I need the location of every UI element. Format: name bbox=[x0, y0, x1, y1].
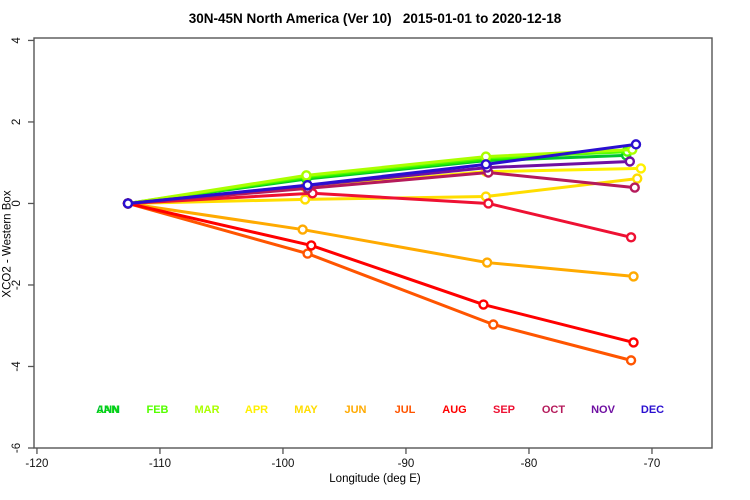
series-marker-JUN bbox=[297, 224, 308, 235]
series-marker-DEC bbox=[630, 139, 642, 150]
series-line-JUN bbox=[126, 201, 636, 278]
legend-item-NOV: NOV bbox=[591, 404, 616, 416]
legend-item-APR: APR bbox=[245, 404, 268, 416]
legend-item-MAR: MAR bbox=[194, 404, 219, 416]
series-marker-AUG bbox=[628, 337, 639, 348]
series-line-SEP bbox=[126, 191, 633, 239]
series-marker-JUL bbox=[488, 319, 499, 330]
x-tick-label: -90 bbox=[398, 458, 415, 470]
series-marker-SEP bbox=[483, 198, 494, 209]
legend-item-JAN: JAN bbox=[97, 404, 119, 416]
legend-item-MAY: MAY bbox=[294, 404, 318, 416]
x-tick-label: -80 bbox=[521, 458, 538, 470]
series-line-DEC bbox=[126, 142, 638, 205]
series-marker-JUL bbox=[625, 355, 637, 366]
x-axis-label: Longitude (deg E) bbox=[329, 473, 421, 485]
legend-item-JUN: JUN bbox=[344, 404, 366, 416]
x-tick-label: -110 bbox=[149, 458, 171, 470]
series-marker-NOV bbox=[624, 156, 636, 167]
x-tick-label: -120 bbox=[25, 458, 48, 470]
series-marker-OCT bbox=[629, 182, 640, 193]
series-marker-JUN bbox=[628, 271, 639, 282]
legend-item-JUL: JUL bbox=[395, 404, 416, 416]
y-tick-label: -4 bbox=[11, 361, 23, 372]
series-line-JUL bbox=[126, 201, 633, 362]
series-marker-MAY bbox=[632, 173, 643, 184]
y-tick-label: 2 bbox=[11, 119, 23, 125]
series-marker-AUG bbox=[306, 240, 317, 251]
series-marker-JUL bbox=[302, 248, 313, 259]
y-tick-label: -6 bbox=[11, 443, 23, 453]
legend-item-FEB: FEB bbox=[147, 404, 169, 416]
series-marker-JUN bbox=[481, 257, 493, 268]
y-tick-label: 0 bbox=[11, 200, 23, 206]
plot-border bbox=[33, 37, 713, 449]
legend-item-DEC: DEC bbox=[641, 404, 664, 416]
series-marker-APR bbox=[635, 163, 647, 174]
series-line-AUG bbox=[126, 201, 636, 344]
x-tick-label: -70 bbox=[644, 458, 661, 470]
legend-item-OCT: OCT bbox=[542, 404, 566, 416]
series-marker-MAY bbox=[299, 194, 311, 205]
x-tick-label: -100 bbox=[271, 458, 294, 470]
legend-item-SEP: SEP bbox=[493, 404, 515, 416]
y-tick-label: 4 bbox=[11, 37, 23, 44]
legend-item-AUG: AUG bbox=[442, 404, 466, 416]
legend-item-ANN: ANN bbox=[96, 404, 120, 416]
chart-title: 30N-45N North America (Ver 10) 2015-01-0… bbox=[188, 11, 562, 26]
series-marker-AUG bbox=[478, 299, 489, 310]
series-marker-DEC bbox=[302, 179, 313, 191]
series-marker-DEC bbox=[480, 159, 492, 170]
y-tick-label: -2 bbox=[11, 280, 23, 290]
series-marker-MAR bbox=[301, 170, 312, 181]
series-marker-SEP bbox=[625, 232, 637, 243]
series-marker-DEC bbox=[122, 198, 134, 209]
